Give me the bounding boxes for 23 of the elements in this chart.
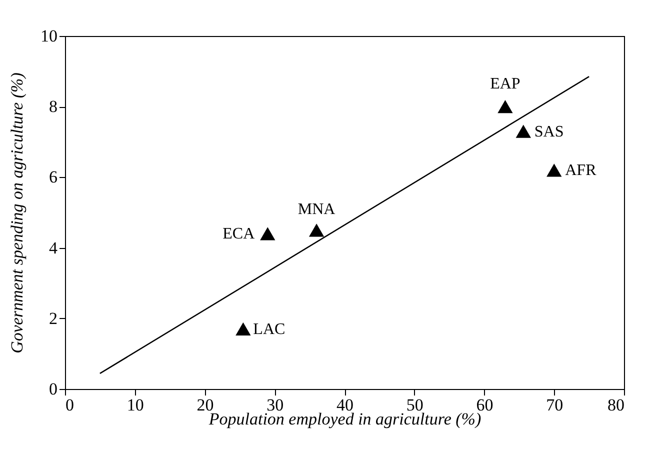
point [498,100,513,114]
x-tick-label: 80 [608,396,624,414]
point [308,224,324,237]
x-tick-label: 70 [546,396,564,414]
y-tick-label: 8 [49,97,58,116]
point [516,124,531,138]
y-axis-title: Government spending on agriculture (%) [8,72,26,354]
y-tick-label: 6 [49,168,58,187]
annotation: ECA [222,226,256,243]
annotation: EAP [490,76,520,93]
annotation: AFR [565,162,597,180]
annotation: SAS [534,123,564,140]
annotation: MNA [298,201,336,218]
point [546,164,562,177]
x-tick-label: 10 [126,396,144,414]
x-tick-label: 0 [66,396,74,414]
annotation: LAC [253,320,286,338]
y-tick-label: 2 [49,308,58,328]
y-tick-label: 0 [49,380,58,398]
point [260,227,276,240]
y-tick-label: 4 [49,238,58,258]
point [236,322,251,336]
y-tick-label: 10 [40,26,58,46]
